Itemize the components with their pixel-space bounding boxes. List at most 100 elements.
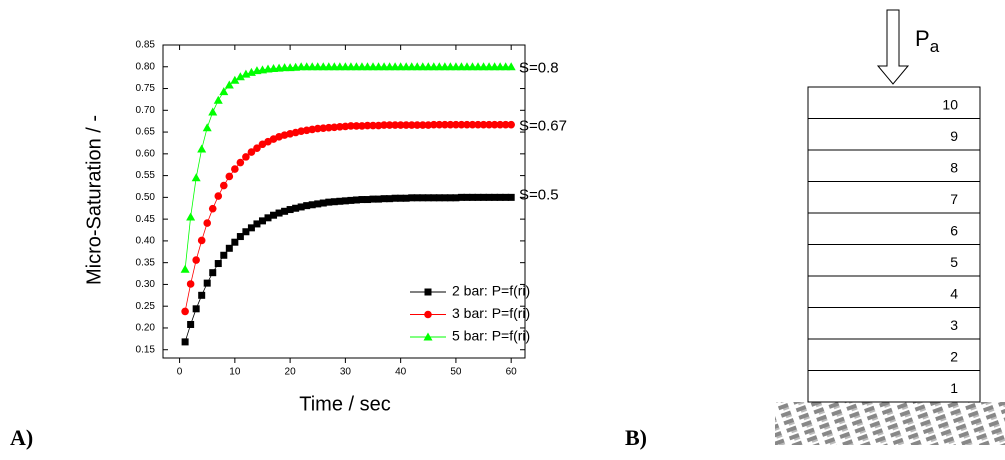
marker xyxy=(419,194,427,202)
marker xyxy=(407,121,416,129)
y-tick-label: 0.80 xyxy=(136,61,156,72)
marker xyxy=(225,244,233,252)
marker xyxy=(198,291,206,299)
layer-label: 3 xyxy=(950,317,958,333)
marker xyxy=(225,172,234,181)
marker xyxy=(313,124,322,133)
marker xyxy=(363,121,372,130)
pressure-arrow xyxy=(876,9,910,85)
marker xyxy=(214,260,222,268)
marker xyxy=(253,144,261,152)
marker xyxy=(430,120,438,129)
marker xyxy=(224,80,234,89)
marker xyxy=(502,193,510,201)
marker xyxy=(219,87,229,96)
marker xyxy=(325,123,333,132)
y-axis-title: Micro-Saturation / - xyxy=(83,115,105,285)
layer-label: 5 xyxy=(950,254,958,270)
marker xyxy=(408,194,416,202)
panel-label: B) xyxy=(625,425,647,450)
marker xyxy=(490,120,499,129)
marker xyxy=(380,121,388,129)
x-tick-label: 20 xyxy=(285,367,297,378)
y-tick-label: 0.25 xyxy=(136,301,156,312)
marker xyxy=(330,123,339,132)
marker xyxy=(220,251,228,259)
marker xyxy=(418,121,427,129)
marker xyxy=(369,195,377,203)
marker xyxy=(380,195,388,203)
marker xyxy=(181,307,189,316)
marker xyxy=(308,201,316,209)
marker xyxy=(247,148,256,156)
marker xyxy=(303,202,311,210)
y-tick-label: 0.40 xyxy=(136,236,156,247)
marker xyxy=(480,193,488,201)
marker xyxy=(452,194,460,202)
marker xyxy=(358,122,366,130)
marker xyxy=(203,279,211,287)
legend-label: 2 bar: P=f(ri) xyxy=(452,283,530,299)
x-tick-label: 50 xyxy=(450,367,462,378)
marker xyxy=(181,338,189,346)
layer xyxy=(807,307,981,340)
marker xyxy=(402,194,410,202)
y-tick-label: 0.35 xyxy=(136,257,156,268)
marker xyxy=(446,194,454,202)
marker xyxy=(191,173,201,182)
marker xyxy=(375,195,383,203)
marker xyxy=(474,120,482,129)
marker xyxy=(270,211,278,219)
marker xyxy=(506,62,516,71)
marker xyxy=(186,280,195,288)
marker xyxy=(491,193,499,201)
marker xyxy=(496,193,504,201)
marker xyxy=(336,123,344,131)
panel-label: A) xyxy=(10,425,33,450)
y-tick-label: 0.45 xyxy=(136,214,156,225)
marker xyxy=(386,195,394,203)
marker xyxy=(457,120,466,129)
marker xyxy=(347,196,355,204)
marker xyxy=(452,120,460,129)
marker xyxy=(242,228,250,236)
marker xyxy=(214,192,223,200)
marker xyxy=(292,204,300,212)
marker xyxy=(485,120,493,129)
layer xyxy=(807,275,981,308)
x-axis-title: Time / sec xyxy=(299,393,391,415)
marker xyxy=(192,256,200,264)
marker xyxy=(319,124,328,132)
marker xyxy=(247,224,255,232)
x-tick-label: 10 xyxy=(229,367,241,378)
marker xyxy=(485,193,493,201)
marker xyxy=(385,121,394,129)
marker xyxy=(286,206,294,214)
marker xyxy=(236,233,244,241)
marker xyxy=(231,165,239,173)
y-tick-label: 0.15 xyxy=(136,344,156,355)
marker xyxy=(363,196,371,204)
marker xyxy=(242,153,250,161)
marker xyxy=(202,123,212,132)
marker xyxy=(358,196,366,204)
x-tick-label: 0 xyxy=(177,367,183,378)
layer xyxy=(807,338,981,371)
marker xyxy=(430,194,438,202)
marker xyxy=(463,193,471,201)
marker xyxy=(325,198,333,206)
marker xyxy=(501,120,510,129)
y-tick-label: 0.60 xyxy=(136,148,156,159)
x-tick-label: 60 xyxy=(506,367,518,378)
legend-label: 5 bar: P=f(ri) xyxy=(452,328,530,344)
marker xyxy=(496,120,504,129)
marker xyxy=(230,75,240,84)
layer xyxy=(807,370,981,403)
y-tick-label: 0.55 xyxy=(136,170,156,181)
marker xyxy=(446,120,455,129)
y-tick-label: 0.30 xyxy=(136,279,156,290)
marker xyxy=(441,120,449,129)
layer-label: 7 xyxy=(950,191,958,207)
layer xyxy=(807,149,981,182)
